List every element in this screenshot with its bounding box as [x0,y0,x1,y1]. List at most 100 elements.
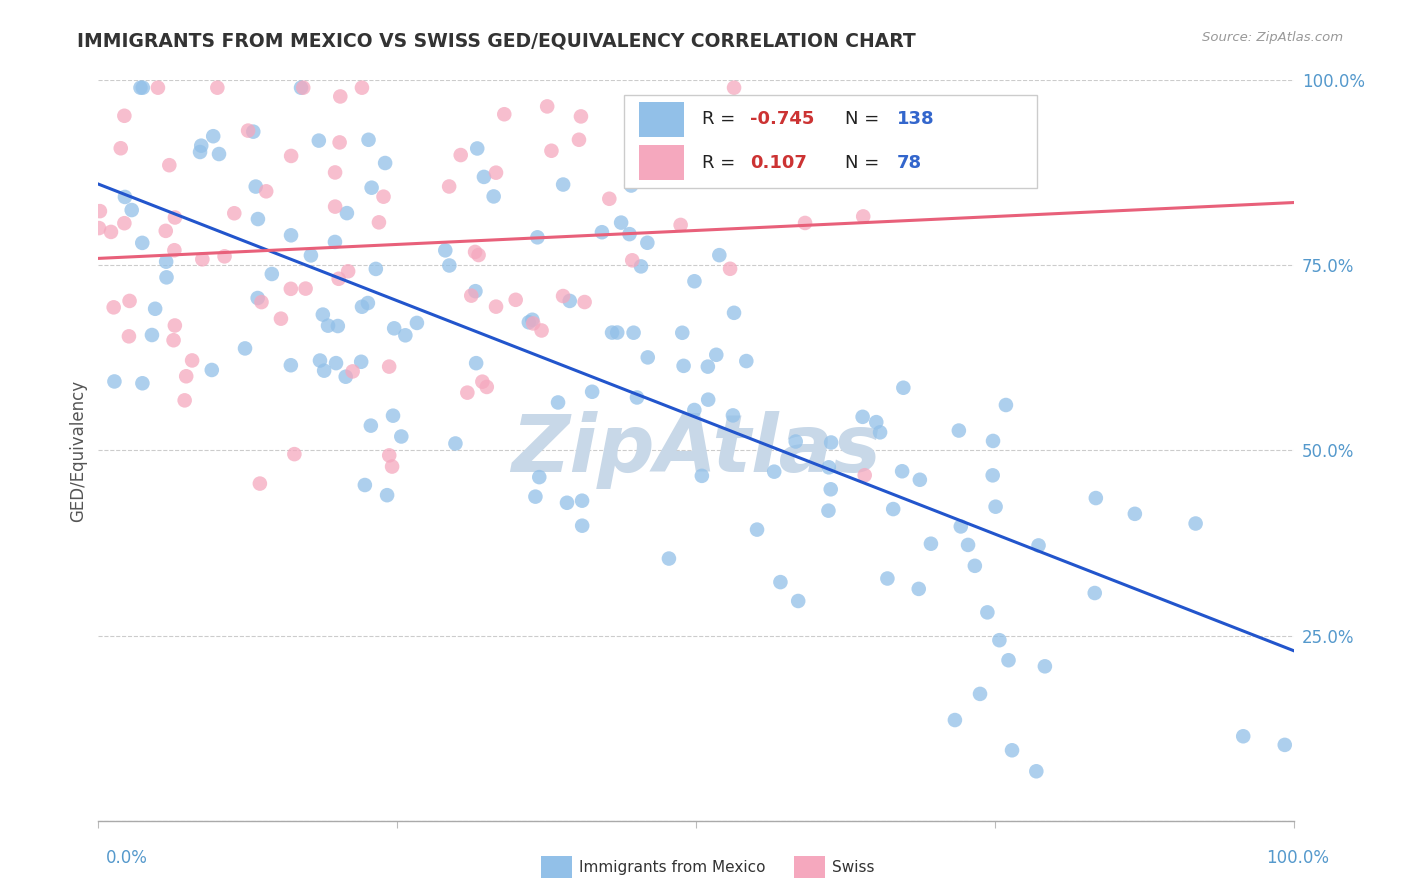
Point [381,459,404,474]
Text: IMMIGRANTS FROM MEXICO VS SWISS GED/EQUIVALENCY CORRELATION CHART: IMMIGRANTS FROM MEXICO VS SWISS GED/EQUI… [77,31,917,50]
Point [163,211,186,225]
Point [132,80,155,95]
Point [745,523,768,537]
Point [250,295,273,310]
Point [794,216,817,230]
Point [485,300,508,314]
Point [669,218,692,232]
Point [569,110,592,124]
Point [571,493,593,508]
Point [981,468,1004,483]
Point [357,133,380,147]
Point [735,354,758,368]
Point [817,503,839,517]
Point [242,125,264,139]
Point [456,385,478,400]
Point [254,184,277,198]
Point [626,391,648,405]
Text: Swiss: Swiss [832,860,875,874]
Point [1025,764,1047,779]
Point [721,409,744,423]
Point [314,364,336,378]
Text: 100.0%: 100.0% [1265,849,1329,867]
Point [141,328,163,343]
Point [723,306,745,320]
Point [787,594,810,608]
Point [988,633,1011,648]
Point [957,538,980,552]
Point [475,380,498,394]
Point [683,274,706,288]
Point [696,359,718,374]
Point [236,123,259,137]
Point [547,395,569,409]
Point [326,318,349,333]
Point [472,169,495,184]
Point [943,713,966,727]
Point [382,321,405,335]
Point [1084,586,1107,600]
Point [482,189,505,203]
Point [920,537,942,551]
Point [294,282,316,296]
Point [949,519,972,533]
Point [630,260,652,274]
Text: R =: R = [702,110,741,128]
Point [853,468,876,483]
Point [121,202,143,217]
Point [382,409,405,423]
Point [820,483,842,497]
Point [360,418,382,433]
Point [112,109,135,123]
Point [190,138,212,153]
Point [202,129,225,144]
Point [233,342,256,356]
Point [600,326,623,340]
Point [551,289,574,303]
Point [471,375,494,389]
Point [505,293,527,307]
Point [249,476,271,491]
Point [485,166,508,180]
Point [526,230,548,244]
Point [280,228,302,243]
Point [672,359,695,373]
Point [723,80,745,95]
Point [437,179,460,194]
Text: N =: N = [845,153,886,171]
Point [143,301,166,316]
Point [555,496,578,510]
Point [465,356,488,370]
Point [191,252,214,267]
Point [245,179,267,194]
Point [357,296,380,310]
Point [707,117,730,131]
Point [118,329,141,343]
Point [329,89,352,103]
Point [112,216,135,230]
Point [464,284,486,298]
Point [522,317,544,331]
Point [290,80,312,95]
Point [312,308,335,322]
Point [309,353,332,368]
Point [820,435,842,450]
Point [976,606,998,620]
Point [690,468,713,483]
Point [568,133,591,147]
Point [342,364,364,378]
Point [1001,743,1024,757]
Point [529,470,551,484]
Point [354,478,377,492]
Point [709,248,731,262]
Point [981,434,1004,448]
Point [350,80,373,95]
Point [283,447,305,461]
Point [360,180,382,194]
Point [299,248,322,262]
Point [157,158,180,172]
Point [280,282,302,296]
Point [308,134,330,148]
Point [997,653,1019,667]
Point [335,369,357,384]
